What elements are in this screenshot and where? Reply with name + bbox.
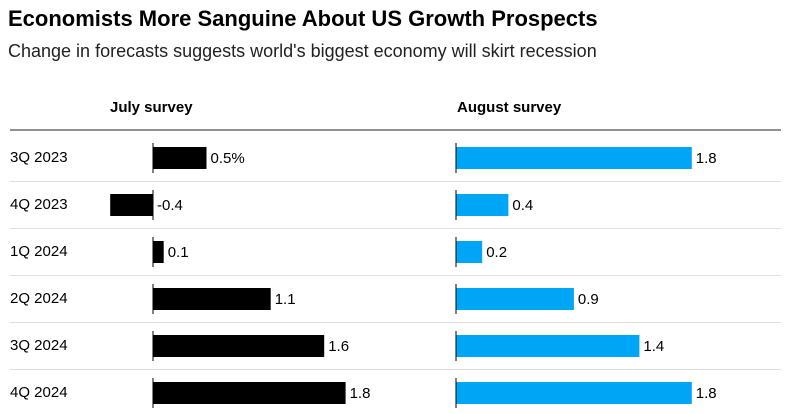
value-label: 0.9: [578, 291, 599, 308]
chart-title: Economists More Sanguine About US Growth…: [8, 6, 598, 31]
category-label: 3Q 2024: [10, 337, 68, 354]
category-label: 1Q 2024: [10, 243, 68, 260]
value-label: 0.2: [486, 244, 507, 261]
bar: [153, 382, 346, 404]
bar: [456, 241, 483, 263]
bar: [153, 147, 207, 169]
bar: [456, 288, 574, 310]
bar: [456, 335, 640, 357]
value-label: 0.4: [512, 197, 533, 214]
value-label: 0.1: [168, 244, 189, 261]
value-label: 1.8: [696, 385, 717, 402]
bar: [110, 194, 153, 216]
bar: [456, 194, 509, 216]
bar: [456, 382, 692, 404]
value-label: 1.8: [696, 150, 717, 167]
legend-label: July survey: [110, 99, 193, 116]
category-label: 2Q 2024: [10, 290, 68, 307]
category-label: 4Q 2024: [10, 384, 68, 401]
value-label: -0.4: [157, 197, 183, 214]
category-label: 3Q 2023: [10, 149, 68, 166]
bar: [456, 147, 692, 169]
value-label: 0.5%: [211, 150, 245, 167]
legend-label: August survey: [457, 99, 562, 116]
value-label: 1.8: [350, 385, 371, 402]
bar: [153, 288, 271, 310]
value-label: 1.4: [643, 338, 664, 355]
category-label: 4Q 2023: [10, 196, 68, 213]
bar: [153, 335, 325, 357]
bar: [153, 241, 164, 263]
value-label: 1.6: [328, 338, 349, 355]
chart-subtitle: Change in forecasts suggests world's big…: [8, 41, 597, 61]
value-label: 1.1: [275, 291, 296, 308]
